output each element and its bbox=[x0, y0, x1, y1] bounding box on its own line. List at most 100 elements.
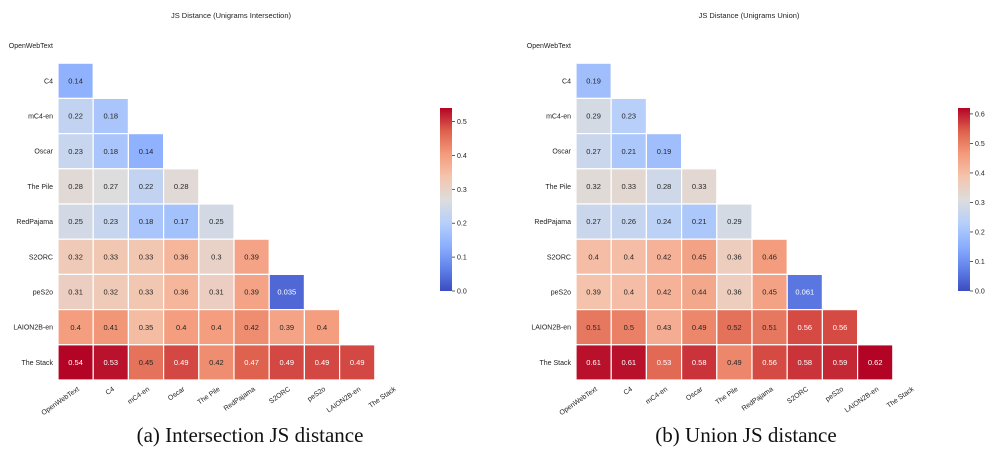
intersection-col-label-the-stack: The Stack bbox=[368, 386, 398, 410]
intersection-col-label-the-pile: The Pile bbox=[196, 386, 221, 407]
intersection-row-label-redpajama: RedPajama bbox=[16, 219, 53, 226]
intersection-col-label-pes2o: peS2o bbox=[307, 386, 328, 403]
intersection-row-label-openwebtext: OpenWebText bbox=[9, 43, 53, 50]
union-colorbar-tick-label: 0.4 bbox=[975, 170, 985, 177]
union-cell-label: 0.43 bbox=[657, 323, 672, 332]
intersection-heatmap: JS Distance (Unigrams Intersection) 0.14 0… bbox=[9, 11, 467, 417]
union-cell-label: 0.27 bbox=[586, 217, 601, 226]
intersection-cell-label: 0.3 bbox=[211, 252, 221, 261]
intersection-col-label-c4: C4 bbox=[105, 386, 116, 397]
union-cell-label: 0.39 bbox=[586, 288, 601, 297]
union-cell-label: 0.49 bbox=[727, 358, 742, 367]
union-cell-label: 0.19 bbox=[657, 147, 672, 156]
union-cell-label: 0.23 bbox=[621, 112, 636, 121]
intersection-colorbar-tick-label: 0.4 bbox=[457, 153, 467, 160]
caption-intersection: (a) Intersection JS distance bbox=[10, 423, 490, 448]
intersection-cell-label: 0.14 bbox=[68, 76, 83, 85]
intersection-cell-label: 0.53 bbox=[103, 358, 118, 367]
intersection-cell-label: 0.33 bbox=[139, 288, 154, 297]
union-heatmap: JS Distance (Unigrams Union) 0.19 0.29 0.23… bbox=[527, 11, 985, 417]
union-cell-label: 0.49 bbox=[692, 323, 707, 332]
intersection-cell-label: 0.35 bbox=[139, 323, 154, 332]
intersection-col-label-s2orc: S2ORC bbox=[268, 386, 292, 406]
union-cell-label: 0.46 bbox=[762, 252, 777, 261]
intersection-title: JS Distance (Unigrams Intersection) bbox=[171, 11, 292, 20]
union-cell-label: 0.53 bbox=[657, 358, 672, 367]
intersection-cell-label: 0.25 bbox=[68, 217, 83, 226]
intersection-colorbar-tick-label: 0.5 bbox=[457, 119, 467, 126]
intersection-cell-label: 0.49 bbox=[174, 358, 189, 367]
union-row-label-mc4-en: mC4-en bbox=[546, 114, 571, 121]
union-col-label-openwebtext: OpenWebText bbox=[558, 386, 598, 417]
intersection-col-label-mc4-en: mC4-en bbox=[127, 386, 151, 406]
union-row-label-laion2b-en: LAION2B-en bbox=[531, 325, 571, 332]
union-cell-label: 0.45 bbox=[762, 288, 777, 297]
intersection-row-label-laion2b-en: LAION2B-en bbox=[13, 325, 53, 332]
intersection-cell-label: 0.49 bbox=[315, 358, 330, 367]
union-cell-label: 0.45 bbox=[692, 252, 707, 261]
union-cell-label: 0.44 bbox=[692, 288, 707, 297]
intersection-cell-label: 0.39 bbox=[244, 288, 259, 297]
intersection-cell-label: 0.18 bbox=[139, 217, 154, 226]
intersection-cell-label: 0.39 bbox=[279, 323, 294, 332]
intersection-cell-label: 0.31 bbox=[209, 288, 224, 297]
intersection-colorbar-tick-label: 0.0 bbox=[457, 289, 467, 296]
union-col-label-pes2o: peS2o bbox=[825, 386, 846, 403]
union-row-label-c4: C4 bbox=[562, 78, 571, 85]
intersection-cell-label: 0.36 bbox=[174, 252, 189, 261]
union-row-label-openwebtext: OpenWebText bbox=[527, 43, 571, 50]
intersection-cell-label: 0.17 bbox=[174, 217, 189, 226]
intersection-colorbar-tick-label: 0.2 bbox=[457, 221, 467, 228]
union-cell-label: 0.061 bbox=[795, 288, 814, 297]
union-cell-label: 0.56 bbox=[833, 323, 848, 332]
union-cell-label: 0.26 bbox=[621, 217, 636, 226]
caption-union: (b) Union JS distance bbox=[506, 423, 986, 448]
intersection-colorbar: 0.00.10.20.30.40.5 bbox=[440, 108, 467, 296]
union-cell-label: 0.29 bbox=[586, 112, 601, 121]
intersection-cell-label: 0.18 bbox=[103, 147, 118, 156]
union-cell-label: 0.21 bbox=[621, 147, 636, 156]
intersection-cell-label: 0.23 bbox=[68, 147, 83, 156]
intersection-col-label-openwebtext: OpenWebText bbox=[40, 386, 80, 417]
intersection-cell-label: 0.41 bbox=[103, 323, 118, 332]
intersection-cell-label: 0.45 bbox=[139, 358, 154, 367]
intersection-row-label-s2orc: S2ORC bbox=[29, 254, 53, 261]
intersection-row-label-c4: C4 bbox=[44, 78, 53, 85]
intersection-cell-label: 0.49 bbox=[350, 358, 365, 367]
intersection-cell-label: 0.39 bbox=[244, 252, 259, 261]
union-colorbar-tick-label: 0.0 bbox=[975, 289, 985, 296]
intersection-cell-label: 0.23 bbox=[103, 217, 118, 226]
union-colorbar-tick-label: 0.6 bbox=[975, 111, 985, 118]
intersection-cell-label: 0.27 bbox=[103, 182, 118, 191]
union-cell-label: 0.28 bbox=[657, 182, 672, 191]
intersection-cell-label: 0.42 bbox=[244, 323, 259, 332]
union-cell-label: 0.61 bbox=[621, 358, 636, 367]
intersection-cell-label: 0.14 bbox=[139, 147, 154, 156]
intersection-row-label-oscar: Oscar bbox=[34, 149, 53, 156]
union-cell-label: 0.58 bbox=[692, 358, 707, 367]
intersection-cell-label: 0.4 bbox=[176, 323, 186, 332]
union-col-label-mc4-en: mC4-en bbox=[645, 386, 669, 406]
union-cell-label: 0.33 bbox=[692, 182, 707, 191]
intersection-cell-label: 0.4 bbox=[70, 323, 80, 332]
intersection-col-label-oscar: Oscar bbox=[167, 386, 187, 403]
union-cell-label: 0.51 bbox=[586, 323, 601, 332]
intersection-cell-label: 0.31 bbox=[68, 288, 83, 297]
union-cell-label: 0.59 bbox=[833, 358, 848, 367]
union-cell-label: 0.42 bbox=[657, 252, 672, 261]
union-cell-label: 0.56 bbox=[797, 323, 812, 332]
union-cell-label: 0.32 bbox=[586, 182, 601, 191]
union-cell-label: 0.42 bbox=[657, 288, 672, 297]
union-cell-label: 0.36 bbox=[727, 252, 742, 261]
union-col-label-s2orc: S2ORC bbox=[786, 386, 810, 406]
intersection-cell-label: 0.33 bbox=[139, 252, 154, 261]
union-cell-label: 0.51 bbox=[762, 323, 777, 332]
intersection-cell-label: 0.28 bbox=[68, 182, 83, 191]
intersection-cell-label: 0.36 bbox=[174, 288, 189, 297]
union-row-label-the-pile: The Pile bbox=[545, 184, 571, 191]
union-col-label-c4: C4 bbox=[623, 386, 634, 397]
union-cell-label: 0.27 bbox=[586, 147, 601, 156]
intersection-cell-label: 0.33 bbox=[103, 252, 118, 261]
intersection-colorbar-gradient bbox=[440, 108, 452, 291]
union-row-label-pes2o: peS2o bbox=[551, 290, 571, 297]
